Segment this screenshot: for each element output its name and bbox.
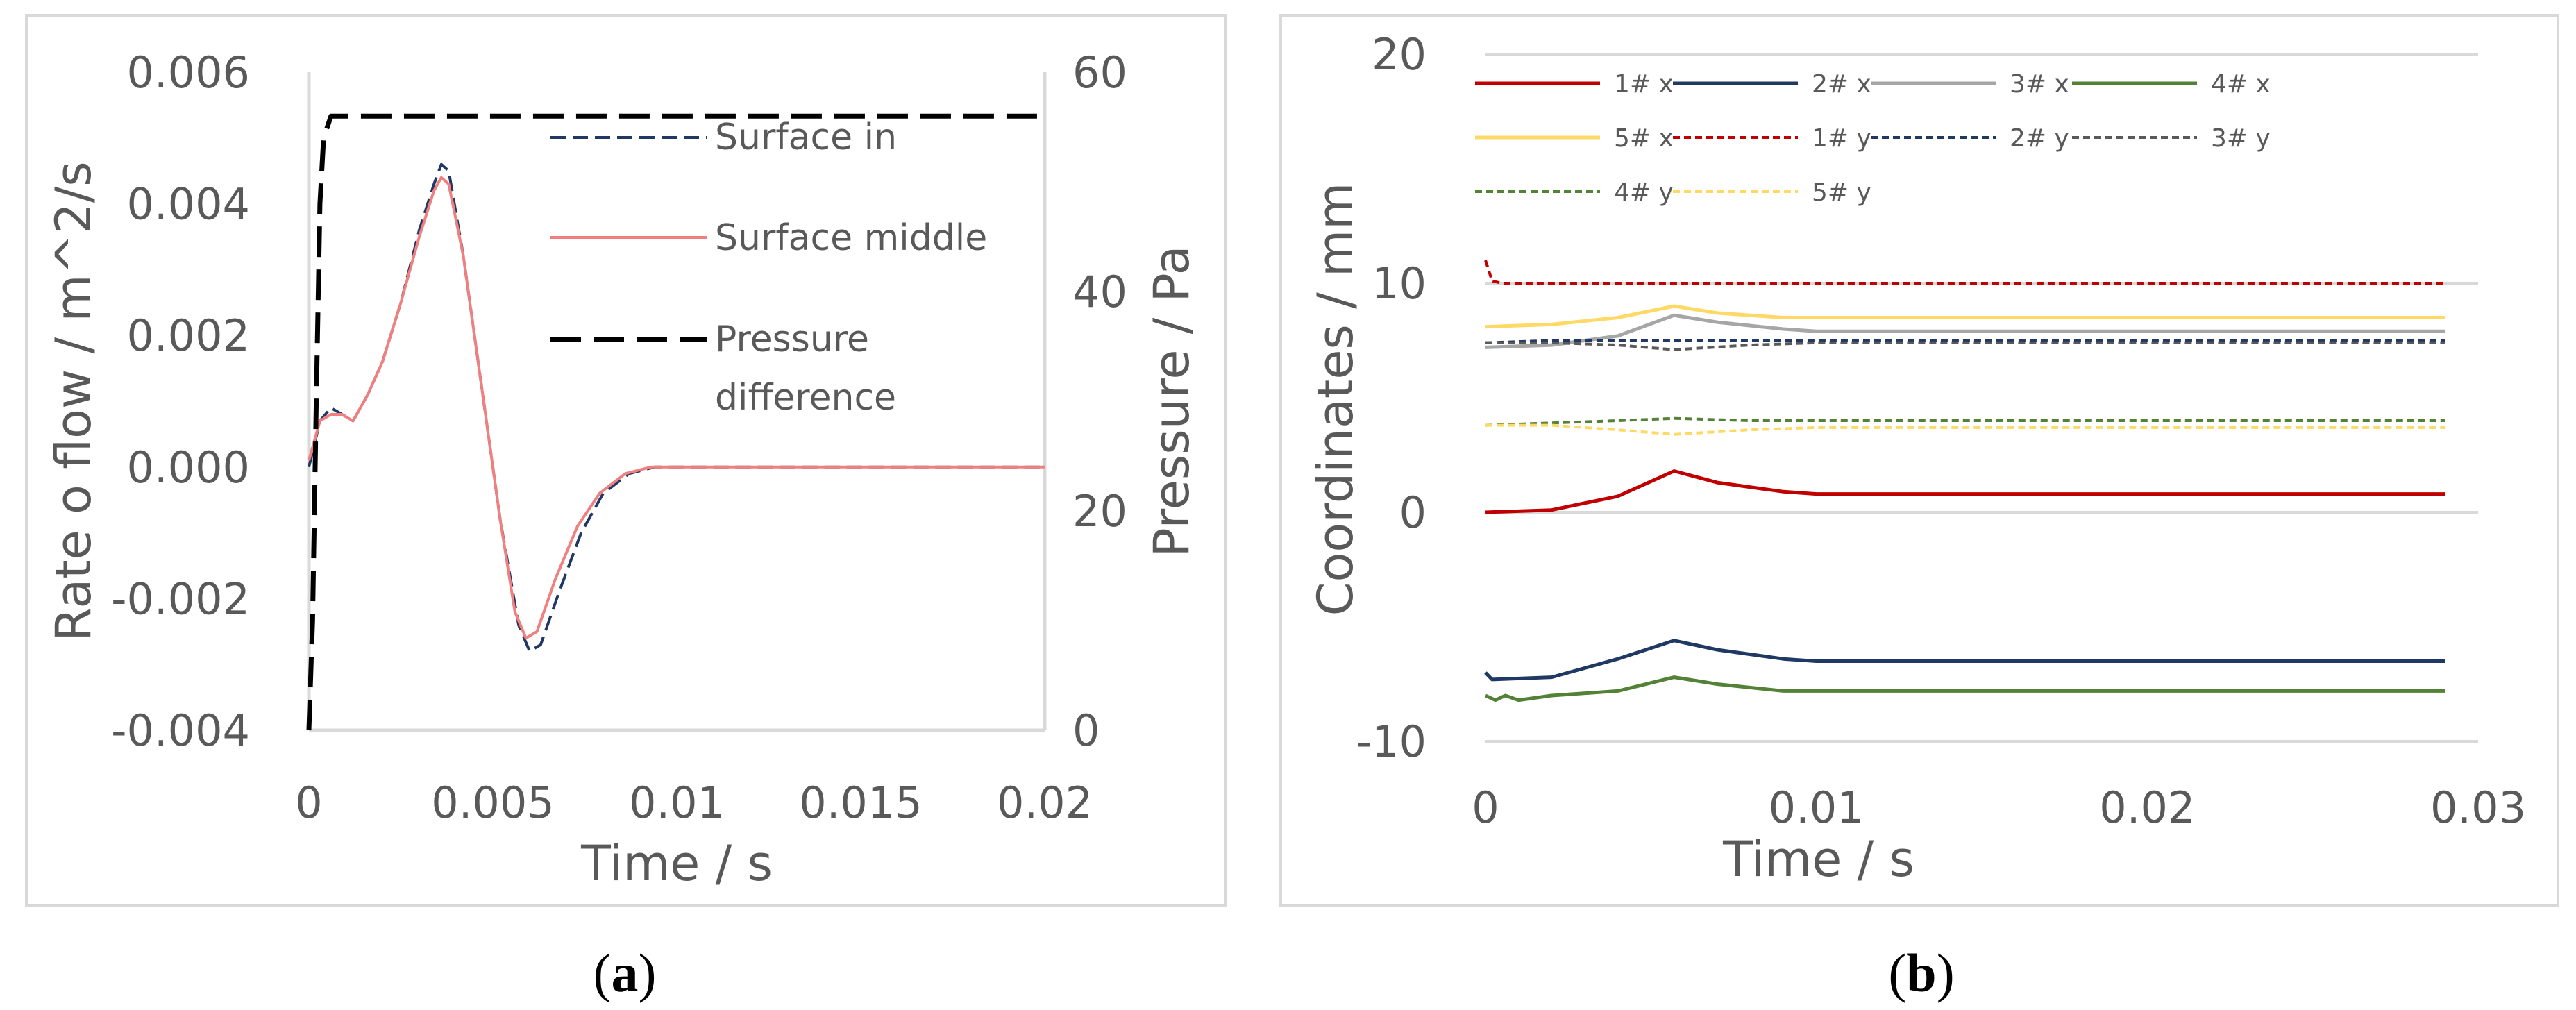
- panel-a-series: [306, 113, 1045, 731]
- series-line-5-y: [1485, 423, 2445, 436]
- series-line-1-y: [1484, 260, 2445, 285]
- caption-a-letter: a: [612, 943, 639, 1003]
- panel-b-y-tick-label: -10: [1356, 716, 1426, 767]
- panel-a-y2-tick-label: 20: [1072, 486, 1127, 537]
- legend-label-1-y: 1# y: [1812, 124, 1871, 153]
- panel-b-legend: 1# x 2# x 3# x 4# x 5# x 1# y 2# y 3# y 4# y 5# y: [1475, 70, 2271, 207]
- caption-a: (a): [594, 943, 657, 1003]
- legend-label-2-y: 2# y: [2010, 124, 2069, 153]
- panel-a-y-axis-title: Rate o flow / m^2/s: [45, 161, 102, 641]
- series-line-1-x: [1485, 469, 2445, 514]
- panel-a-x-tick-label: 0.015: [799, 777, 923, 828]
- legend-label-4-x: 4# x: [2211, 70, 2271, 99]
- legend-label-surface-middle: Surface middle: [715, 217, 987, 259]
- panel-b-y-tick-label: 0: [1399, 487, 1426, 538]
- panel-b-x-ticks: 0 0.01 0.02 0.03: [1472, 782, 2526, 833]
- panel-a-x-tick-label: 0.01: [629, 777, 725, 828]
- series-line-2-y: [1485, 339, 2445, 344]
- panel-b-y-ticks: -10 0 10 20: [1356, 29, 1426, 767]
- panel-b-x-axis-title: Time / s: [1722, 831, 1914, 888]
- legend-label-4-y: 4# y: [1614, 178, 1674, 207]
- panel-a-y-tick-label: -0.004: [111, 705, 250, 756]
- series-line-3-x: [1485, 313, 2445, 349]
- legend-label-surface-in: Surface in: [715, 117, 897, 158]
- panel-a-x-axis-title: Time / s: [580, 835, 773, 892]
- legend-label-3-x: 3# x: [2010, 70, 2069, 99]
- panel-a-frame: [25, 14, 1227, 907]
- legend-label-2-x: 2# x: [1812, 70, 1871, 99]
- series-line-pressure-difference: [306, 113, 1045, 731]
- panel-b-y-axis-title: Coordinates / mm: [1307, 183, 1364, 616]
- panel-b-y-tick-label: 10: [1372, 258, 1426, 309]
- series-line-2-x: [1484, 639, 2445, 682]
- panel-a-y2-axis-title: Pressure / Pa: [1143, 246, 1200, 557]
- caption-b: (b): [1888, 943, 1954, 1003]
- panel-b: -10 0 10 20 0 0.01 0.02 0.03 Time / s Coordina…: [1279, 14, 2559, 907]
- panel-a-legend: Surface in Surface middle Pressure diffe…: [550, 117, 987, 419]
- panel-b-x-tick-label: 0: [1472, 782, 1499, 833]
- panel-a-y2-tick-label: 0: [1072, 705, 1100, 756]
- panel-a: -0.004 -0.002 0.000 0.002 0.004 0.006 0 20 40 60…: [25, 14, 1227, 907]
- panel-a-y-tick-label: 0.006: [127, 47, 251, 98]
- panel-a-y-tick-label: 0.004: [127, 179, 251, 230]
- panel-a-x-tick-label: 0.005: [431, 777, 555, 828]
- panel-b-y-tick-label: 20: [1372, 29, 1426, 80]
- legend-label-pressure-difference: Pressure difference: [715, 319, 896, 419]
- panel-a-x-ticks: 0 0.005 0.01 0.015 0.02: [295, 777, 1093, 828]
- legend-label-pressure-difference-line1: Pressure: [715, 319, 869, 360]
- panel-b-series: [1484, 260, 2445, 702]
- panel-a-x-tick-label: 0: [295, 777, 322, 828]
- legend-label-pressure-difference-line2: difference: [715, 377, 896, 419]
- series-line-5-x: [1485, 304, 2445, 329]
- panel-b-x-tick-label: 0.03: [2430, 782, 2526, 833]
- legend-label-5-x: 5# x: [1614, 124, 1674, 153]
- panel-b-x-tick-label: 0.01: [1769, 782, 1864, 833]
- panel-a-y-tick-label: 0.000: [127, 442, 251, 493]
- series-line-4-x: [1484, 675, 2445, 702]
- panel-a-y-tick-label: -0.002: [111, 573, 250, 624]
- panel-a-y-tick-label: 0.002: [127, 310, 251, 361]
- series-line-3-y: [1485, 341, 2445, 351]
- panel-a-y2-tick-label: 60: [1072, 47, 1127, 98]
- series-line-surface-middle: [308, 176, 1045, 640]
- caption-b-letter: b: [1906, 943, 1936, 1003]
- panel-b-x-tick-label: 0.02: [2099, 782, 2195, 833]
- panel-a-y2-ticks: 0 20 40 60: [1072, 47, 1127, 756]
- panel-a-y2-tick-label: 40: [1072, 267, 1127, 317]
- panel-a-x-tick-label: 0.02: [997, 777, 1093, 828]
- legend-label-5-y: 5# y: [1812, 178, 1871, 207]
- legend-label-3-y: 3# y: [2211, 124, 2271, 153]
- panel-b-frame: [1279, 14, 2559, 907]
- series-line-4-y: [1485, 416, 2445, 427]
- panel-a-y-ticks: -0.004 -0.002 0.000 0.002 0.004 0.006: [111, 47, 250, 756]
- legend-label-1-x: 1# x: [1614, 70, 1674, 99]
